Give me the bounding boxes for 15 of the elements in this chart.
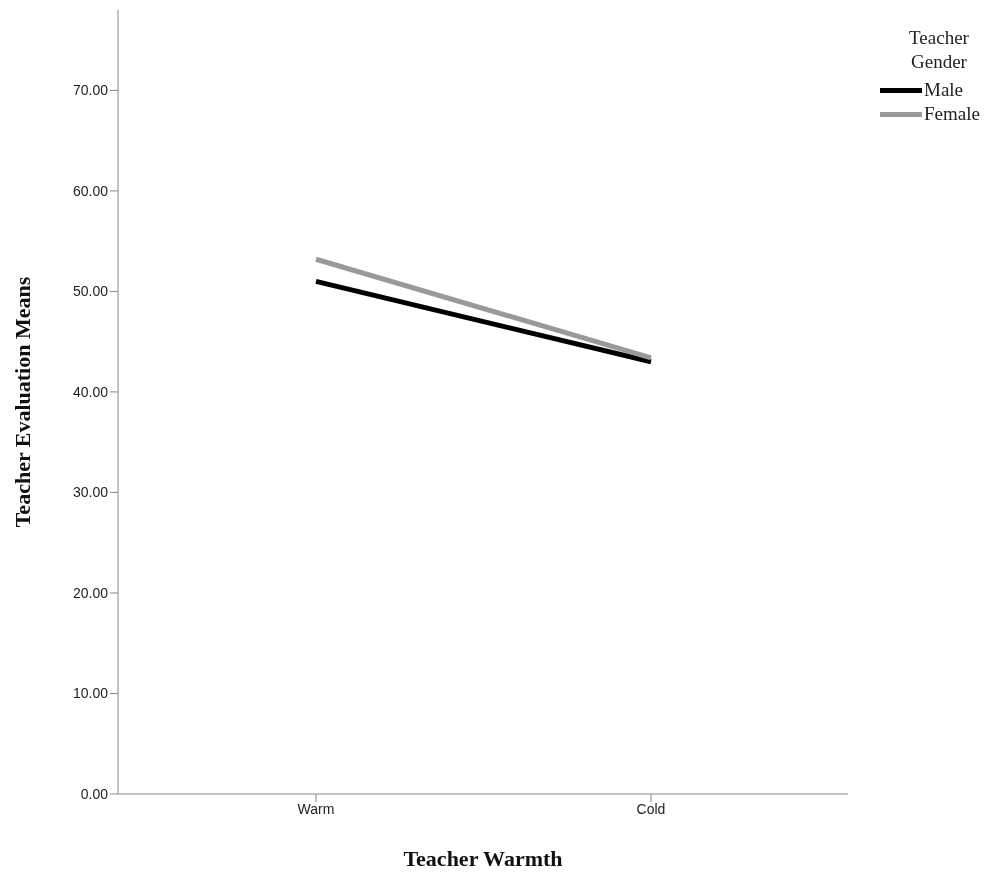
legend-label: Male xyxy=(924,78,964,102)
y-tick-label: 20.00 xyxy=(72,584,109,601)
legend-title: Teacher Gender xyxy=(908,26,970,74)
y-tick-label: 10.00 xyxy=(72,685,109,702)
y-tick-label: 0.00 xyxy=(80,785,109,802)
y-tick-label: 40.00 xyxy=(72,383,109,400)
y-tick-label: 70.00 xyxy=(72,82,109,99)
x-tick-label: Warm xyxy=(297,800,335,817)
x-tick-label: Cold xyxy=(636,800,666,817)
y-axis-title: Teacher Evaluation Means xyxy=(9,276,35,528)
legend-label: Female xyxy=(924,102,980,126)
y-tick-label: 50.00 xyxy=(72,283,109,300)
y-tick-label: 60.00 xyxy=(72,182,109,199)
y-tick-label: 30.00 xyxy=(72,484,109,501)
x-axis-title: Teacher Warmth xyxy=(403,846,563,871)
